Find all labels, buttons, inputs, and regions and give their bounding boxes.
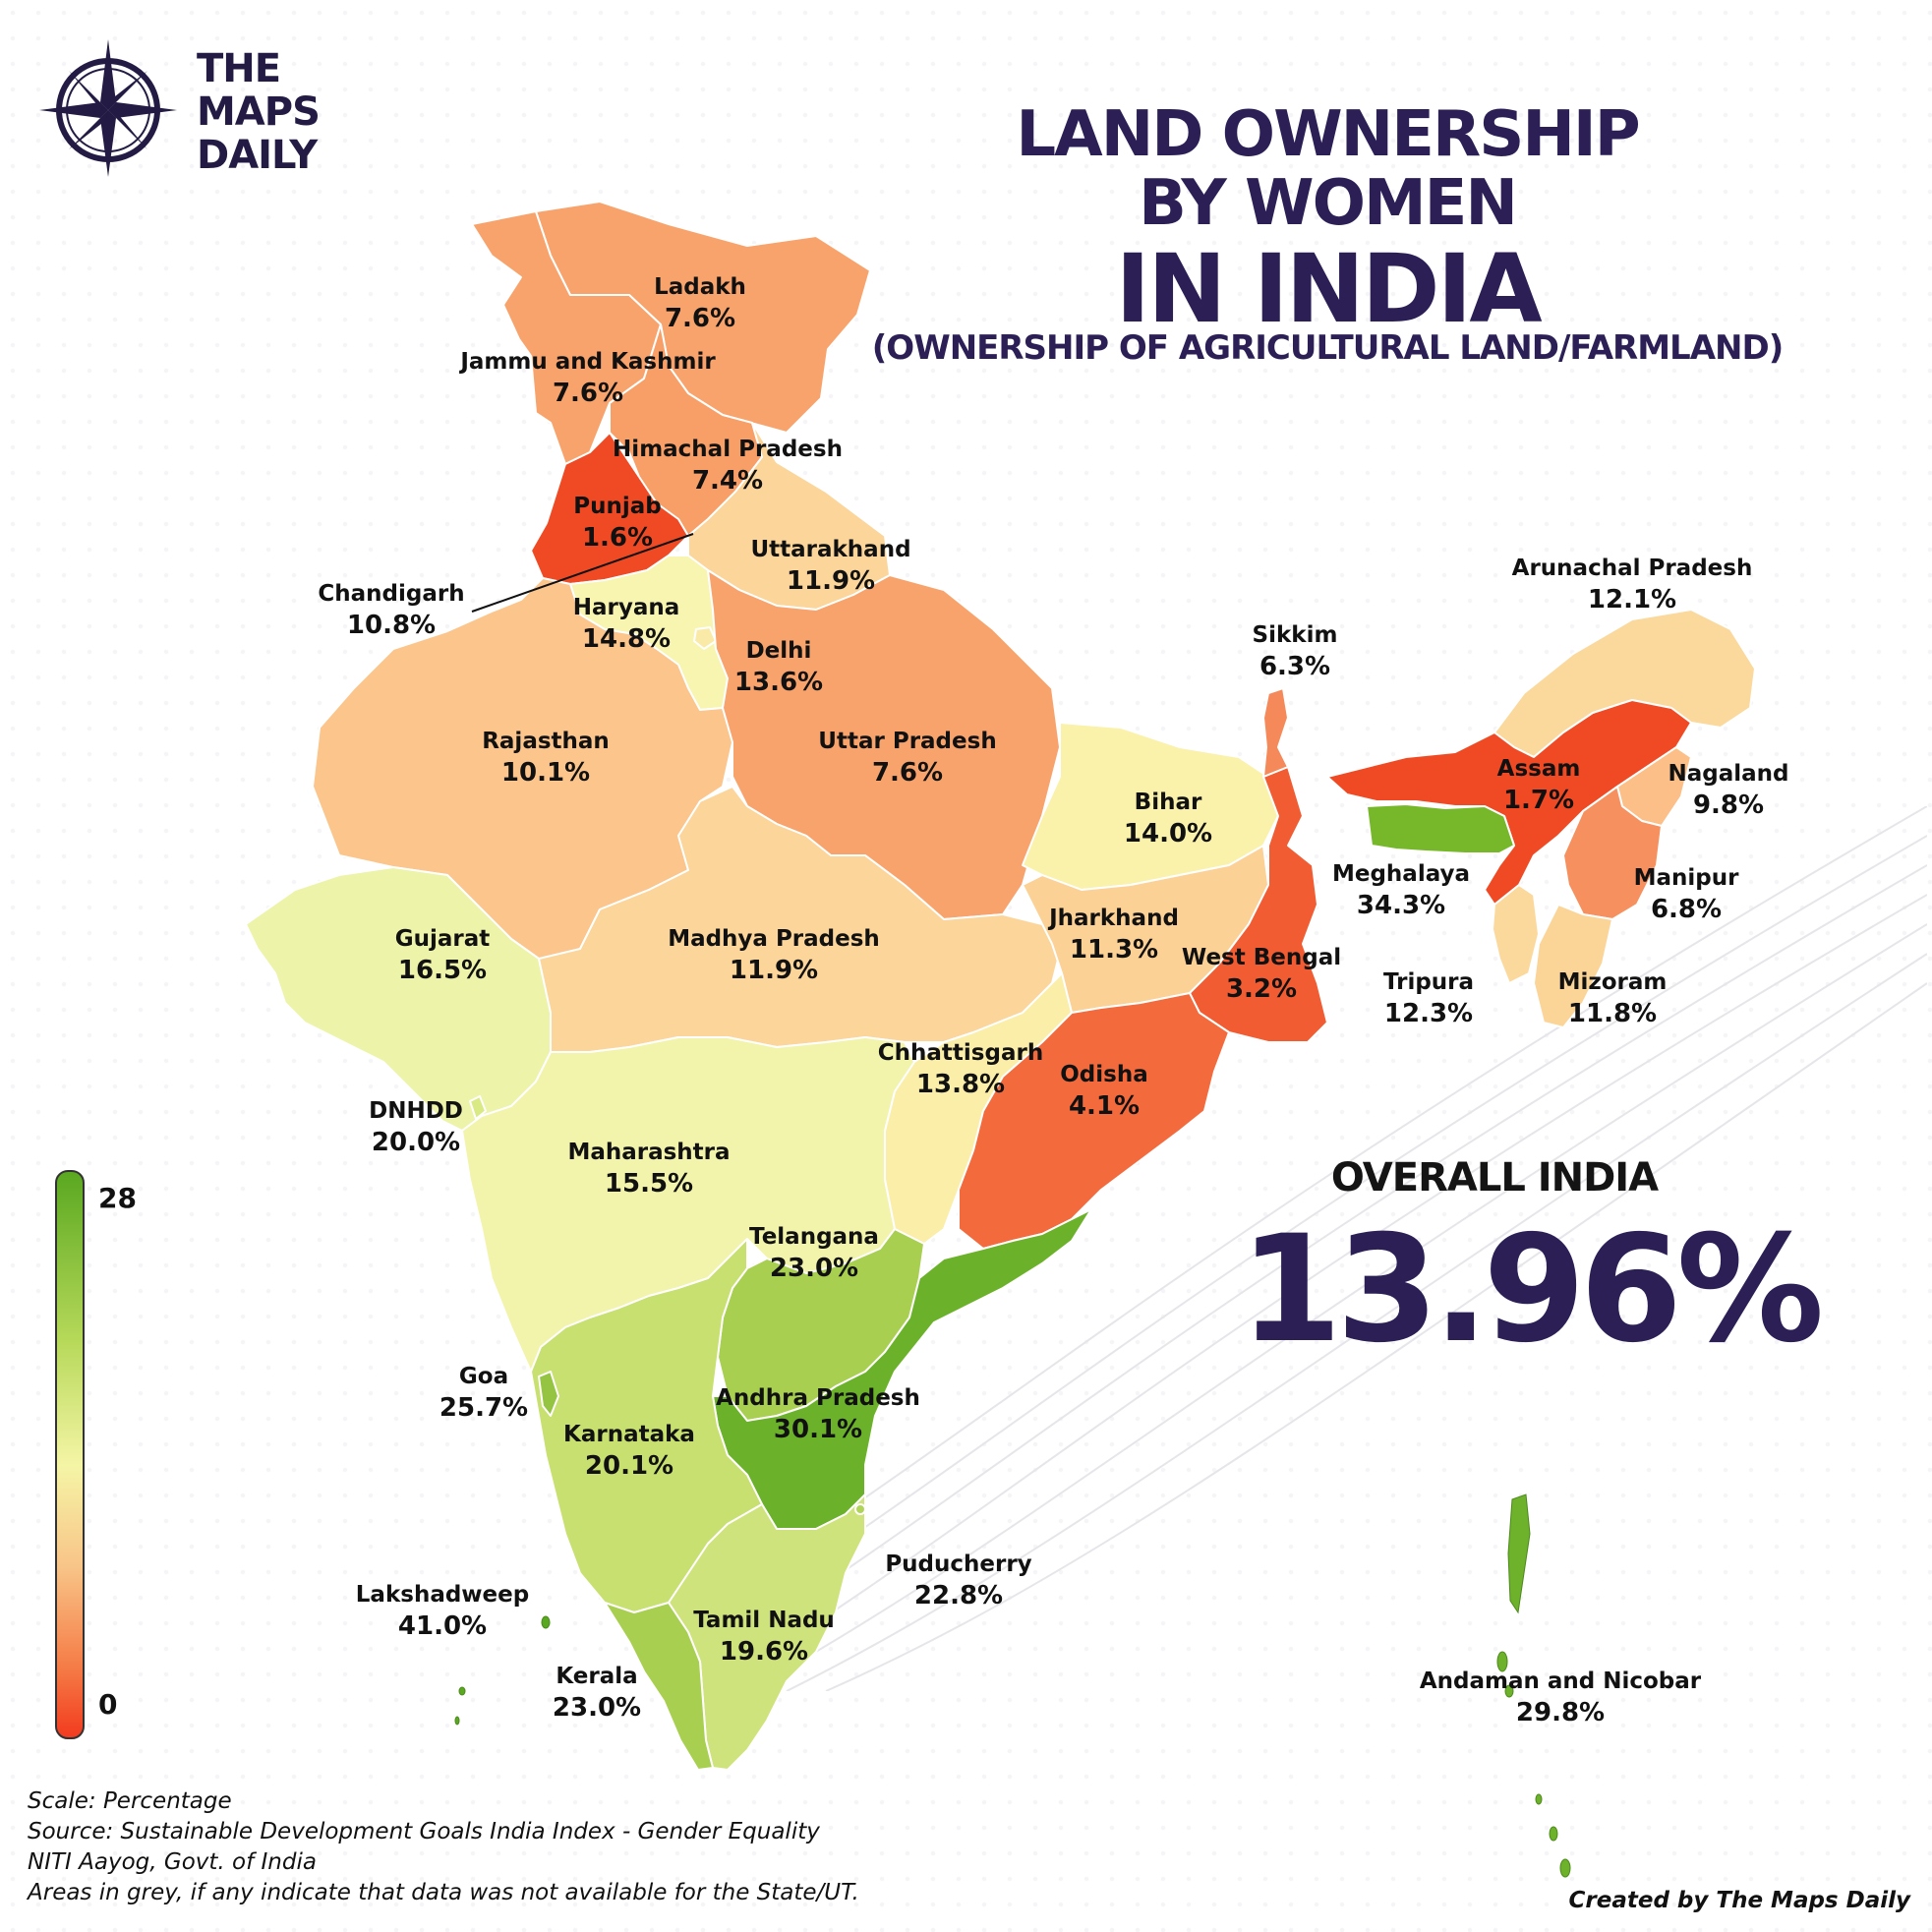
label-puducherry: Puducherry 22.8% xyxy=(885,1551,1032,1610)
label-chhattisgarh: Chhattisgarh 13.8% xyxy=(877,1040,1044,1099)
footer-notes: Scale: Percentage Source: Sustainable De… xyxy=(28,1786,859,1908)
label-rajasthan: Rajasthan 10.1% xyxy=(482,729,610,788)
brand-line-3: DAILY xyxy=(197,133,318,178)
label-nagaland: Nagaland 9.8% xyxy=(1668,761,1789,820)
lakshadweep-islands xyxy=(454,1615,551,1726)
andaman-nicobar-islands xyxy=(1496,1493,1571,1878)
title-line-2: BY WOMEN xyxy=(1139,167,1518,240)
label-himachal-pradesh: Himachal Pradesh 7.4% xyxy=(613,437,843,496)
label-gujarat: Gujarat 16.5% xyxy=(394,926,491,985)
compass-icon xyxy=(39,39,177,177)
region-mizoram xyxy=(1533,904,1613,1028)
legend-min-label: 0 xyxy=(98,1688,118,1721)
label-ladakh: Ladakh 7.6% xyxy=(654,274,746,333)
label-arunachal-pradesh: Arunachal Pradesh 12.1% xyxy=(1511,556,1753,615)
footer-scale: Scale: Percentage xyxy=(28,1788,232,1814)
footer-credit: Created by The Maps Daily xyxy=(1568,1888,1910,1913)
label-chandigarh: Chandigarh 10.8% xyxy=(318,581,465,640)
label-dnhdd: DNHDD 20.0% xyxy=(369,1098,463,1157)
label-kerala: Kerala 23.0% xyxy=(552,1664,642,1723)
label-telangana: Telangana 23.0% xyxy=(749,1224,879,1283)
label-andhra-pradesh: Andhra Pradesh 30.1% xyxy=(716,1385,920,1444)
brand-wordmark: THE MAPS DAILY xyxy=(197,46,321,178)
label-goa: Goa 25.7% xyxy=(439,1364,529,1423)
label-meghalaya: Meghalaya 34.3% xyxy=(1331,861,1471,920)
legend-max-label: 28 xyxy=(98,1182,137,1214)
brand-line-2: MAPS xyxy=(197,89,321,135)
subtitle: (OWNERSHIP OF AGRICULTURAL LAND/FARMLAND… xyxy=(871,328,1785,368)
label-delhi: Delhi 13.6% xyxy=(733,638,824,697)
color-scale-legend xyxy=(55,1170,85,1739)
label-andaman-nicobar: Andaman and Nicobar 29.8% xyxy=(1419,1669,1702,1727)
label-bihar: Bihar 14.0% xyxy=(1123,790,1213,849)
region-goa xyxy=(538,1371,559,1417)
region-kerala xyxy=(604,1602,714,1771)
label-odisha: Odisha 4.1% xyxy=(1060,1062,1148,1121)
label-punjab: Punjab 1.6% xyxy=(573,494,662,553)
footer-note: Areas in grey, if any indicate that data… xyxy=(28,1880,859,1905)
label-mizoram: Mizoram 11.8% xyxy=(1557,969,1668,1028)
label-uttar-pradesh: Uttar Pradesh 7.6% xyxy=(818,729,997,788)
overall-india-value: 13.96% xyxy=(1239,1204,1825,1376)
label-lakshadweep: Lakshadweep 41.0% xyxy=(355,1582,530,1641)
region-dnhdd xyxy=(469,1095,487,1120)
region-puducherry xyxy=(854,1503,866,1515)
region-tripura xyxy=(1492,884,1540,984)
label-tamil-nadu: Tamil Nadu 19.6% xyxy=(693,1608,835,1667)
label-karnataka: Karnataka 20.1% xyxy=(563,1422,695,1481)
label-haryana: Haryana 14.8% xyxy=(572,595,680,654)
label-madhya-pradesh: Madhya Pradesh 11.9% xyxy=(668,926,880,985)
title-line-3: IN INDIA xyxy=(1115,234,1542,344)
region-delhi xyxy=(693,626,717,650)
label-manipur: Manipur 6.8% xyxy=(1633,865,1739,924)
chandigarh-leader-line xyxy=(471,533,694,613)
overall-india-label: OVERALL INDIA xyxy=(1330,1155,1659,1200)
title-line-1: LAND OWNERSHIP xyxy=(1016,98,1640,171)
region-odisha xyxy=(958,992,1230,1250)
region-manipur xyxy=(1562,786,1663,920)
label-west-bengal: West Bengal 3.2% xyxy=(1181,945,1342,1004)
label-uttarakhand: Uttarakhand 11.9% xyxy=(750,537,911,596)
label-jharkhand: Jharkhand 11.3% xyxy=(1049,906,1179,965)
footer-source: Source: Sustainable Development Goals In… xyxy=(28,1819,820,1844)
label-tripura: Tripura 12.3% xyxy=(1382,969,1475,1028)
label-jammu-kashmir: Jammu and Kashmir 7.6% xyxy=(460,349,716,408)
label-maharashtra: Maharashtra 15.5% xyxy=(567,1140,731,1199)
region-sikkim xyxy=(1262,687,1289,778)
region-west-bengal xyxy=(1189,766,1328,1043)
brand-logo: THE MAPS DAILY xyxy=(39,39,334,177)
label-sikkim: Sikkim 6.3% xyxy=(1252,622,1338,681)
footer-org: NITI Aayog, Govt. of India xyxy=(28,1849,317,1875)
brand-line-1: THE xyxy=(197,46,281,91)
region-meghalaya xyxy=(1366,803,1515,854)
label-assam: Assam 1.7% xyxy=(1496,756,1581,815)
region-karnataka xyxy=(530,1238,763,1613)
